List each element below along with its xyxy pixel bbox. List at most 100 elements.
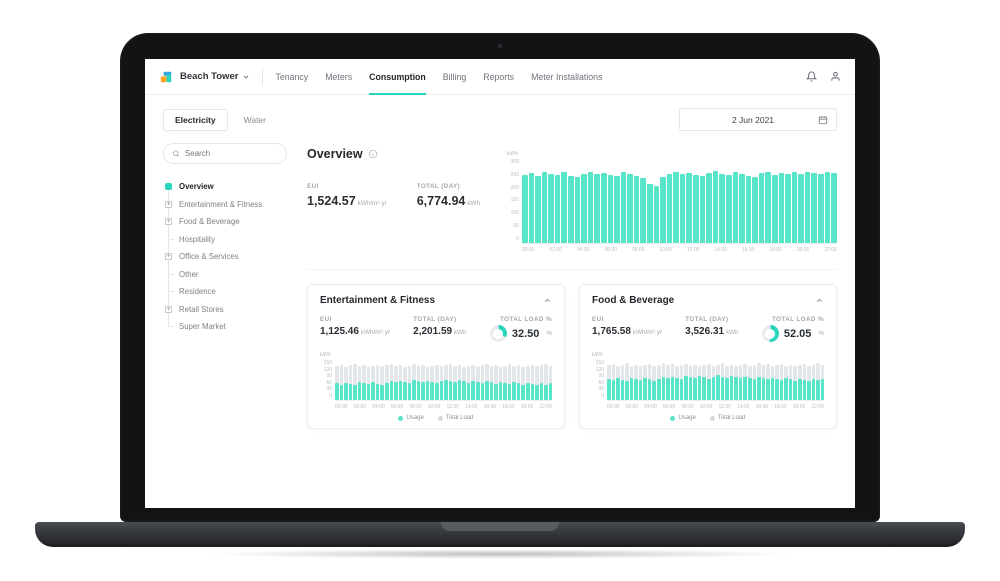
toolbar: Electricity Water 2 Jun 2021 — [145, 95, 855, 135]
page-title-row: Overview — [307, 147, 497, 161]
legend-usage: Usage — [398, 415, 424, 421]
overview-bar-chart: kWh 300 250 200 150 100 50 0 00:00 02:00 04:00 06… — [507, 151, 837, 253]
sidebar-item-label: Retail Stores — [179, 304, 224, 314]
eui-value: 1,524.57 kWh/m²·yr — [307, 194, 387, 208]
sidebar-item-label: Office & Services — [179, 252, 239, 262]
sidebar-item-other[interactable]: Other — [163, 266, 287, 284]
total-day-unit: kWh — [454, 329, 467, 336]
header-divider — [262, 67, 264, 86]
nav-item-meter-installations[interactable]: Meter Installations — [531, 71, 603, 82]
card-bar-chart: kWh 150 120 90 60 30 0 00:00 02:00 04:00 06:00 08… — [592, 352, 825, 410]
sidebar-item-label: Hospitality — [179, 234, 215, 244]
laptop-screen-frame: Beach Tower Tenancy Meters Consumption Bill… — [120, 33, 880, 522]
expand-plus-icon[interactable]: + — [165, 200, 172, 208]
load-value: 52.05 — [783, 327, 812, 340]
notifications-bell-icon[interactable] — [806, 71, 817, 82]
eui-value: 1,125.46 kWh/m²·yr — [320, 326, 390, 337]
sidebar-item-hospitality[interactable]: Hospitality — [163, 231, 287, 249]
chart-legend: Usage Total Load — [592, 415, 824, 421]
calendar-icon — [818, 115, 828, 124]
sidebar-item-overview[interactable]: Overview — [163, 178, 287, 196]
usage-dot-icon — [670, 415, 676, 421]
chart-unit-label: kWh — [320, 352, 331, 358]
load-unit: % — [818, 330, 824, 337]
tree-tick — [168, 273, 174, 275]
workspace-selector[interactable]: Beach Tower — [180, 71, 250, 82]
search-input[interactable] — [184, 149, 278, 158]
load-value: 32.50 — [511, 327, 540, 340]
total-day-label: TOTAL (DAY) — [685, 316, 729, 323]
sidebar-item-label: Other — [179, 269, 199, 279]
total-day-unit: kWh — [726, 329, 739, 336]
laptop-base-notch — [441, 522, 559, 531]
sidebar-item-label: Overview — [179, 182, 214, 192]
user-profile-icon[interactable] — [830, 71, 841, 82]
sidebar-item-super-market[interactable]: Super Market — [163, 318, 287, 336]
total-load-stat: TOTAL LOAD % 52.05 % — [761, 316, 824, 342]
eui-unit: kWh/m²·yr — [360, 329, 390, 336]
eui-stat: EUI 1,765.58 kWh/m²·yr — [592, 316, 662, 342]
sidebar-item-office-services[interactable]: + Office & Services — [163, 248, 287, 266]
collapse-chevron-up-icon[interactable] — [543, 296, 552, 305]
legend-total-load: Total Load — [709, 415, 746, 421]
eui-unit: kWh/m²·yr — [357, 200, 387, 207]
overview-stats: EUI 1,524.57 kWh/m²·yr TOTAL (DAY) 6,774.… — [307, 183, 497, 208]
legend-usage: Usage — [670, 415, 696, 421]
eui-label: EUI — [592, 316, 604, 323]
expand-plus-icon[interactable]: + — [165, 253, 172, 261]
eui-label: EUI — [320, 316, 332, 323]
sidebar-tree: Overview + Entertainment & Fitness + Food & … — [163, 178, 287, 336]
nav-item-consumption[interactable]: Consumption — [369, 59, 426, 95]
sidebar-item-label: Super Market — [179, 322, 226, 332]
card-header: Food & Beverage — [592, 295, 824, 306]
overview-section: Overview EUI 1,524.57 kWh/m²·yr TOTAL (DA… — [307, 143, 837, 253]
total-day-stat: TOTAL (DAY) 2,201.59 kWh — [413, 316, 467, 342]
sidebar: Overview + Entertainment & Fitness + Food & … — [163, 143, 287, 508]
total-load-dot-icon — [709, 415, 715, 421]
expand-plus-icon[interactable]: + — [165, 218, 172, 226]
tree-tick — [168, 291, 174, 293]
nav-item-reports[interactable]: Reports — [483, 71, 515, 82]
sidebar-item-food-beverage[interactable]: + Food & Beverage — [163, 213, 287, 231]
info-icon[interactable] — [368, 149, 378, 159]
total-load-dot-icon — [437, 415, 443, 421]
nav-item-tenancy[interactable]: Tenancy — [275, 71, 309, 82]
sidebar-item-entertainment-fitness[interactable]: + Entertainment & Fitness — [163, 196, 287, 214]
usage-dot-icon — [398, 415, 404, 421]
total-day-label: TOTAL (DAY) — [416, 183, 461, 190]
card-stats: EUI 1,765.58 kWh/m²·yr TOTAL (DAY) 3,526.… — [592, 316, 824, 342]
nav-item-billing[interactable]: Billing — [442, 71, 467, 82]
app-logo-icon — [159, 70, 173, 84]
sidebar-item-retail-stores[interactable]: + Retail Stores — [163, 301, 287, 319]
collapse-chevron-up-icon[interactable] — [815, 296, 824, 305]
header-actions — [806, 71, 841, 82]
app-window: Beach Tower Tenancy Meters Consumption Bill… — [145, 59, 855, 508]
search-icon — [172, 150, 180, 157]
sidebar-item-residence[interactable]: Residence — [163, 283, 287, 301]
tab-electricity[interactable]: Electricity — [163, 108, 228, 131]
eui-stat: EUI 1,524.57 kWh/m²·yr — [307, 183, 387, 208]
eui-value: 1,765.58 kWh/m²·yr — [592, 326, 662, 337]
total-day-value: 2,201.59 kWh — [413, 326, 467, 337]
y-axis-labels: 150 120 90 60 30 0 — [323, 360, 332, 399]
date-picker[interactable]: 2 Jun 2021 — [679, 108, 837, 131]
tab-water[interactable]: Water — [243, 114, 266, 125]
search-box[interactable] — [163, 143, 287, 164]
card-title: Food & Beverage — [592, 295, 675, 306]
content-area: Overview + Entertainment & Fitness + Food & … — [145, 135, 855, 508]
card-header: Entertainment & Fitness — [320, 295, 552, 306]
total-load-label: TOTAL LOAD % — [771, 316, 824, 323]
chart-unit-label: kWh — [507, 151, 518, 157]
y-axis-labels: 300 250 200 150 100 50 0 — [510, 159, 519, 242]
total-day-value: 3,526.31 kWh — [685, 326, 739, 337]
load-unit: % — [546, 330, 552, 337]
workspace-name: Beach Tower — [180, 71, 239, 82]
total-day-stat: TOTAL (DAY) 3,526.31 kWh — [685, 316, 739, 342]
date-value: 2 Jun 2021 — [731, 114, 775, 125]
nav-item-meters[interactable]: Meters — [325, 71, 353, 82]
x-axis-labels: 00:00 02:00 04:00 06:00 08:00 10:00 12:00 14:00… — [607, 404, 824, 410]
active-node-icon — [165, 183, 172, 191]
expand-plus-icon[interactable]: + — [165, 305, 172, 313]
card-title: Entertainment & Fitness — [320, 295, 436, 306]
page-title: Overview — [307, 147, 363, 161]
